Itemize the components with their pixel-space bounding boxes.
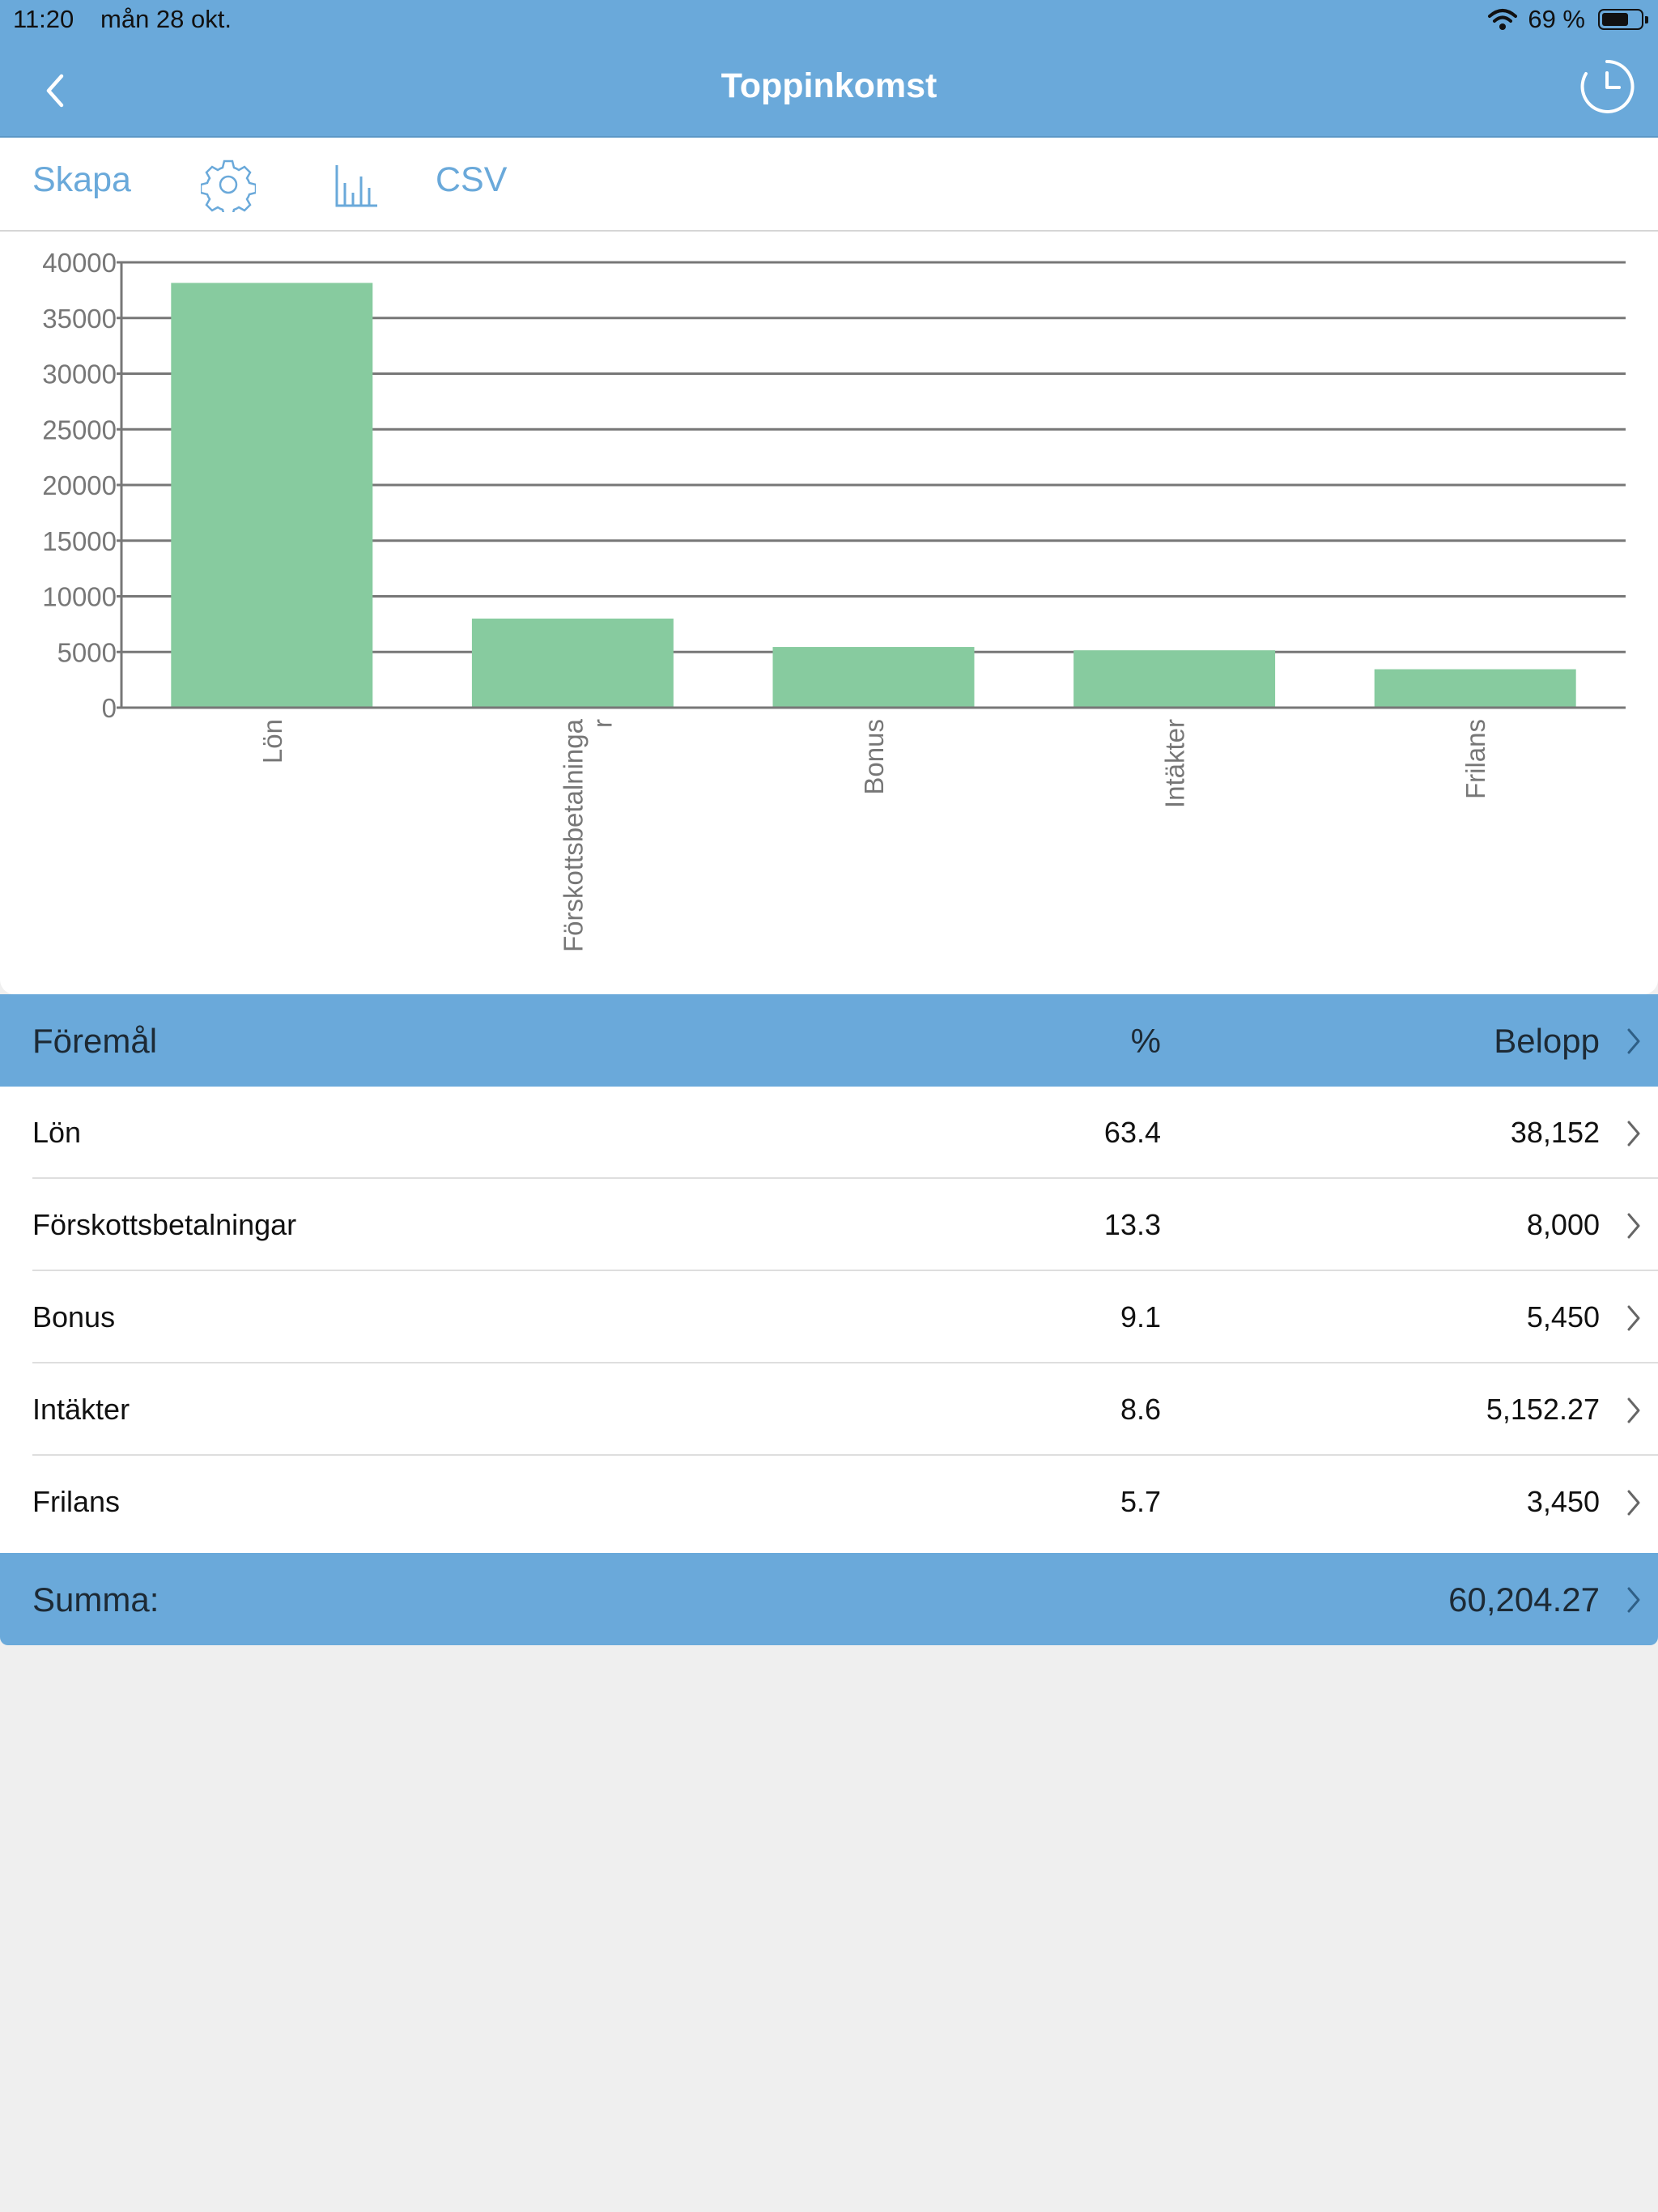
create-button[interactable]: Skapa	[32, 160, 131, 199]
clock-icon	[1580, 59, 1635, 113]
x-tick-label: Lön	[257, 719, 287, 764]
row-name: Förskottsbetalningar	[32, 1208, 297, 1241]
column-header-item: Föremål	[32, 1022, 158, 1060]
chevron-left-icon	[46, 74, 64, 108]
x-tick-label: Frilans	[1460, 719, 1490, 799]
chevron-right-icon	[1627, 1121, 1640, 1146]
chevron-right-icon	[1627, 1305, 1640, 1331]
row-name: Lön	[32, 1116, 82, 1149]
y-tick-label: 10000	[42, 582, 117, 612]
chevron-right-icon	[1627, 1213, 1640, 1239]
history-button[interactable]	[1579, 58, 1635, 115]
battery-nub	[1645, 16, 1648, 23]
row-amount: 3,450	[1526, 1485, 1600, 1518]
table-row[interactable]: Intäkter 8.6 5,152.27	[0, 1363, 1658, 1456]
battery-percent: 69 %	[1528, 5, 1585, 33]
row-amount: 8,000	[1526, 1208, 1600, 1241]
row-divider	[32, 1177, 1658, 1179]
row-amount: 5,152.27	[1486, 1393, 1600, 1426]
row-divider	[32, 1270, 1658, 1271]
bar	[1374, 669, 1576, 708]
row-percent: 13.3	[1103, 1208, 1161, 1241]
chevron-right-icon	[1627, 1490, 1640, 1516]
total-amount: 60,204.27	[1448, 1580, 1600, 1619]
x-tick-label: Bonus	[859, 719, 889, 795]
toolbar: Skapa CSV	[0, 138, 1658, 232]
row-percent: 9.1	[1120, 1300, 1161, 1334]
bar-chart-svg: 0 5000 10000 15000 20000 25000 30000 35000 40000…	[42, 248, 1626, 952]
chart-card: Skapa CSV 0 5000 10000 1500	[0, 138, 1658, 994]
y-tick-label: 20000	[42, 470, 117, 500]
csv-button[interactable]: CSV	[436, 160, 508, 199]
column-header-amount: Belopp	[1494, 1022, 1600, 1060]
status-right: 69 %	[1487, 5, 1648, 34]
bar	[772, 647, 975, 708]
battery-fill	[1602, 13, 1628, 26]
bar-chart-icon	[335, 165, 377, 207]
settings-button[interactable]	[199, 157, 257, 218]
x-tick-label: Förskottsbetalninga	[558, 718, 588, 952]
y-tick-label: 0	[102, 693, 117, 723]
column-header-percent: %	[1130, 1022, 1161, 1060]
row-amount: 5,450	[1526, 1300, 1600, 1334]
bar-chart: 0 5000 10000 15000 20000 25000 30000 35000 40000…	[0, 232, 1658, 994]
row-divider	[32, 1454, 1658, 1456]
chevron-right-icon	[1627, 1028, 1640, 1054]
x-tick-label-wrap: r	[587, 719, 617, 728]
row-name: Frilans	[32, 1485, 121, 1518]
table-row[interactable]: Bonus 9.1 5,450	[0, 1271, 1658, 1363]
row-name: Intäkter	[32, 1393, 130, 1426]
bar	[171, 283, 373, 708]
status-bar: 11:20 mån 28 okt. 69 %	[0, 0, 1658, 42]
y-tick-label: 30000	[42, 359, 117, 389]
table-row[interactable]: Frilans 5.7 3,450	[0, 1456, 1658, 1553]
bar	[471, 619, 674, 708]
x-tick-label: Intäkter	[1160, 719, 1190, 808]
row-percent: 5.7	[1120, 1485, 1161, 1518]
page-title: Toppinkomst	[721, 66, 937, 105]
y-tick-label: 35000	[42, 304, 117, 334]
chart-button[interactable]	[334, 157, 379, 216]
wifi-icon	[1488, 9, 1518, 30]
table-row[interactable]: Förskottsbetalningar 13.3 8,000	[0, 1179, 1658, 1271]
row-name: Bonus	[32, 1300, 116, 1334]
back-button[interactable]	[36, 66, 76, 115]
nav-bar: Toppinkomst	[0, 42, 1658, 138]
y-tick-label: 5000	[57, 637, 117, 667]
row-percent: 8.6	[1120, 1393, 1161, 1426]
status-date: mån 28 okt.	[100, 5, 232, 33]
total-row[interactable]: Summa: 60,204.27	[0, 1553, 1658, 1645]
row-divider	[32, 1362, 1658, 1363]
chevron-right-icon	[1627, 1587, 1640, 1613]
status-time: 11:20	[13, 5, 74, 33]
chevron-right-icon	[1627, 1397, 1640, 1423]
total-label: Summa:	[32, 1580, 159, 1619]
battery-icon	[1598, 9, 1648, 30]
row-percent: 63.4	[1103, 1116, 1161, 1149]
y-tick-label: 15000	[42, 526, 117, 556]
y-tick-label: 25000	[42, 415, 117, 445]
gear-icon	[199, 160, 257, 218]
table-row[interactable]: Lön 63.4 38,152	[0, 1087, 1658, 1179]
table-header[interactable]: Föremål % Belopp	[0, 994, 1658, 1087]
row-amount: 38,152	[1510, 1116, 1600, 1149]
bar	[1073, 650, 1276, 708]
y-tick-label: 40000	[42, 248, 117, 278]
